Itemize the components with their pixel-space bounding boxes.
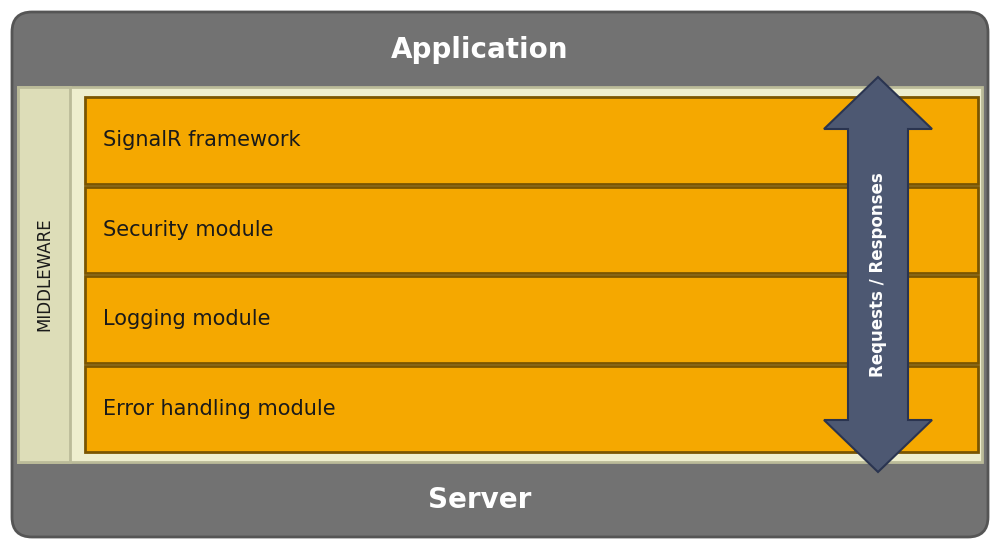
Bar: [18, 87, 982, 462]
Bar: [85, 276, 855, 362]
Text: Server: Server: [428, 485, 532, 513]
Bar: [85, 187, 855, 273]
Bar: [857, 97, 978, 183]
Bar: [18, 87, 70, 462]
Text: Application: Application: [391, 36, 569, 64]
Text: SignalR framework: SignalR framework: [103, 130, 300, 150]
FancyBboxPatch shape: [12, 12, 988, 537]
Text: Security module: Security module: [103, 220, 274, 240]
Bar: [85, 97, 855, 183]
Text: MIDDLEWARE: MIDDLEWARE: [35, 218, 53, 331]
Polygon shape: [824, 77, 932, 472]
Text: Requests / Responses: Requests / Responses: [869, 172, 887, 377]
Text: Error handling module: Error handling module: [103, 399, 336, 419]
Bar: [857, 276, 978, 362]
Bar: [857, 366, 978, 452]
Text: Logging module: Logging module: [103, 309, 270, 329]
Bar: [85, 366, 855, 452]
Bar: [857, 187, 978, 273]
